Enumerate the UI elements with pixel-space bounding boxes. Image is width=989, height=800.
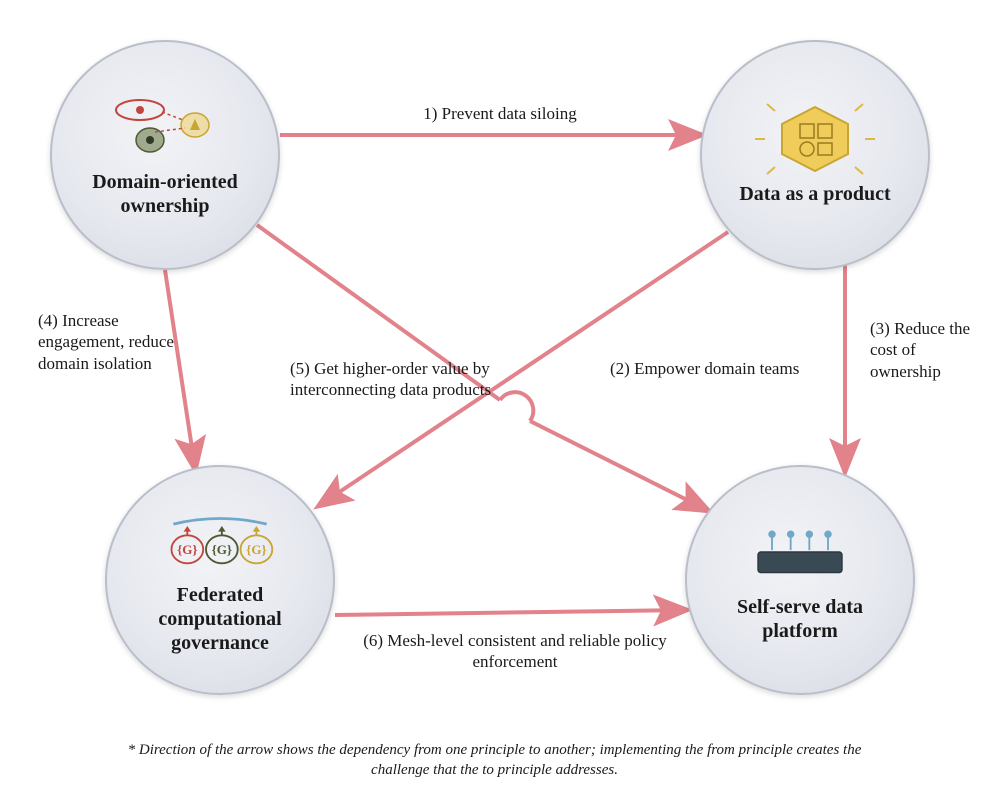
svg-text:{G}: {G} <box>177 542 197 557</box>
svg-text:{G}: {G} <box>246 542 266 557</box>
data-product-icon <box>745 104 885 174</box>
footnote: * Direction of the arrow shows the depen… <box>0 740 989 781</box>
domain-ownership-icon <box>95 92 235 162</box>
node-domain-ownership: Domain-orientedownership <box>50 40 280 270</box>
edge-6 <box>335 610 685 615</box>
edge-label-1: 1) Prevent data siloing <box>385 103 615 124</box>
node-federated-label: Federated computational governance <box>107 583 333 655</box>
node-federated-governance: {G} {G} {G} Federated computational gove… <box>105 465 335 695</box>
edge-5b <box>530 421 707 510</box>
node-domain-label: Domain-orientedownership <box>74 170 256 218</box>
svg-text:{G}: {G} <box>212 542 232 557</box>
node-product-label: Data as a product <box>721 182 908 206</box>
node-self-serve-platform: Self-serve data platform <box>685 465 915 695</box>
edge-label-2: (2) Empower domain teams <box>610 358 830 379</box>
node-platform-label: Self-serve data platform <box>687 595 913 643</box>
node-data-product: Data as a product <box>700 40 930 270</box>
edge-label-3: (3) Reduce the cost of ownership <box>870 318 980 382</box>
edge-label-6: (6) Mesh-level consistent and reliable p… <box>330 630 700 673</box>
edge-label-4: (4) Increase engagement, reduce domain i… <box>38 310 188 374</box>
federated-governance-icon: {G} {G} {G} <box>150 505 290 575</box>
edge-label-5: (5) Get higher-order value by interconne… <box>290 358 520 401</box>
self-serve-platform-icon <box>730 517 870 587</box>
